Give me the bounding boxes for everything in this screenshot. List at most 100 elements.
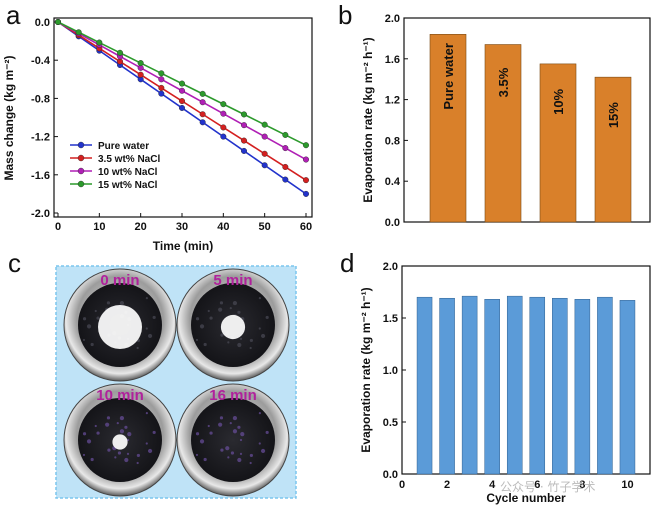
disc-speckle	[219, 301, 224, 305]
panel-b-bar	[539, 63, 577, 223]
panel-a-frame	[53, 17, 313, 218]
disc-speckle	[258, 442, 261, 445]
panel-a-ytick-label: 0.0	[35, 17, 50, 29]
disc-speckle	[147, 333, 153, 339]
disc-speckle	[240, 431, 245, 437]
panel-b-frame	[403, 17, 651, 223]
disc-speckle	[230, 451, 235, 455]
panel-d-xtick-label: 2	[444, 479, 450, 491]
panel-a-point-nacl35	[261, 150, 268, 157]
panel-d-ytick-label: 1.0	[383, 365, 398, 377]
panel-a-point-pure	[240, 147, 247, 154]
panel-d-xtick-label: 6	[534, 479, 540, 491]
panel-a-point-nacl15	[96, 39, 103, 46]
panel-a-legend-label: 3.5 wt% NaCl	[98, 154, 160, 165]
panel-d-axes: 0 2 4 6 8 10 0.0 0.5 1.0 1.5 2.0	[383, 261, 634, 491]
disc-speckle	[227, 341, 230, 344]
disc-speckle	[239, 452, 243, 455]
disc-speckle	[119, 429, 125, 434]
disc-speckle	[260, 448, 266, 454]
panel-b-ytick-label: 2.0	[385, 13, 400, 25]
panel-a-legend-label: 10 wt% NaCl	[98, 167, 158, 178]
panel-a-series	[55, 19, 310, 197]
panel-a-ytick-label: -2.0	[31, 208, 50, 220]
panel-a-legend-marker-nacl35	[77, 154, 85, 162]
panel-a-legend-label: Pure water	[98, 141, 149, 152]
panel-d-xtick-label: 8	[579, 479, 585, 491]
panel-d-xtick-label: 4	[489, 479, 496, 491]
panel-a-xtick-label: 0	[55, 221, 61, 233]
panel-a-point-pure	[220, 133, 227, 140]
panel-a-point-nacl35	[137, 71, 144, 78]
panel-a-legend-label: 15 wt% NaCl	[98, 180, 158, 191]
panel-a-xtick-label: 30	[176, 221, 188, 233]
panel-a-point-nacl15	[240, 111, 247, 118]
panel-a-point-nacl15	[199, 90, 206, 97]
disc-speckle	[209, 316, 213, 320]
panel-a-point-nacl10	[158, 76, 165, 83]
panel-a-point-pure	[261, 162, 268, 169]
disc-speckle	[199, 439, 205, 444]
panel-a-point-nacl35	[240, 137, 247, 144]
disc-speckle	[145, 412, 148, 415]
panel-a-point-nacl35	[282, 163, 289, 170]
disc-speckle	[82, 317, 87, 321]
panel-b-bar-label: 15%	[606, 102, 621, 128]
disc-speckle	[249, 453, 253, 458]
panel-a-ytick-label: -0.4	[31, 55, 51, 67]
photo-time-label: 10 min	[96, 387, 144, 404]
disc-speckle	[239, 438, 243, 442]
panel-a-point-pure	[199, 119, 206, 126]
panel-d-bar	[461, 295, 478, 475]
panel-a-xtick-label: 10	[93, 221, 105, 233]
panel-a-point-nacl15	[178, 80, 185, 87]
panel-a-point-pure	[303, 190, 310, 197]
panel-a-point-nacl10	[303, 156, 310, 163]
panel-d-bar	[597, 296, 613, 475]
panel-b-bar-label: 3.5%	[496, 67, 511, 97]
disc-speckle	[195, 338, 199, 342]
salt-crystal	[98, 305, 142, 349]
disc-speckle	[218, 422, 223, 427]
panel-a-ytick-label: -0.8	[31, 93, 50, 105]
disc-speckle	[96, 431, 100, 435]
panel-b-bar	[429, 34, 467, 223]
disc-speckle	[195, 432, 200, 436]
disc-speckle	[218, 307, 223, 312]
panel-d-xlabel: Cycle number	[486, 491, 566, 505]
panel-b-axes: 0.0 0.4 0.8 1.2 1.6 2.0	[385, 13, 408, 229]
panel-a: a 0 10 20 30 40 50 60 0.0 -0.4 -0.8 -1.2 -1.6 -2.0 T…	[2, 0, 313, 253]
disc-speckle	[237, 310, 241, 314]
disc-speckle	[145, 327, 148, 330]
disc-speckle	[96, 316, 100, 320]
panel-a-point-nacl10	[261, 133, 268, 140]
disc-speckle	[203, 342, 207, 347]
disc-speckle	[107, 448, 111, 452]
panel-b-bar	[484, 44, 522, 223]
panel-d-ytick-label: 0.0	[383, 469, 398, 481]
photo-time-label: 16 min	[209, 387, 257, 404]
disc-speckle	[145, 297, 148, 300]
panel-a-ytick-label: -1.6	[31, 170, 50, 182]
disc-speckle	[90, 342, 94, 347]
panel-a-point-nacl15	[116, 49, 123, 56]
disc-speckle	[227, 456, 230, 459]
disc-speckle	[145, 442, 148, 445]
panel-a-xtick-label: 20	[135, 221, 147, 233]
salt-crystal	[220, 314, 246, 340]
panel-d-ylabel: Evaporation rate (kg m⁻² h⁻¹)	[359, 287, 373, 452]
panel-b-bars: Pure water 3.5% 10% 15%	[429, 34, 632, 223]
panel-a-point-nacl10	[199, 99, 206, 106]
disc-speckle	[86, 324, 92, 329]
disc-speckle	[237, 425, 241, 429]
panel-b-ytick-label: 0.4	[385, 176, 401, 188]
photo-time-label: 5 min	[213, 272, 252, 289]
watermark: 公众号 · 竹子学术	[500, 479, 595, 494]
disc-speckle	[265, 430, 269, 435]
disc-speckle	[199, 324, 205, 329]
panel-a-xtick-label: 50	[259, 221, 271, 233]
disc-speckle	[119, 300, 125, 306]
disc-speckle	[106, 301, 111, 305]
disc-speckle	[232, 429, 238, 434]
